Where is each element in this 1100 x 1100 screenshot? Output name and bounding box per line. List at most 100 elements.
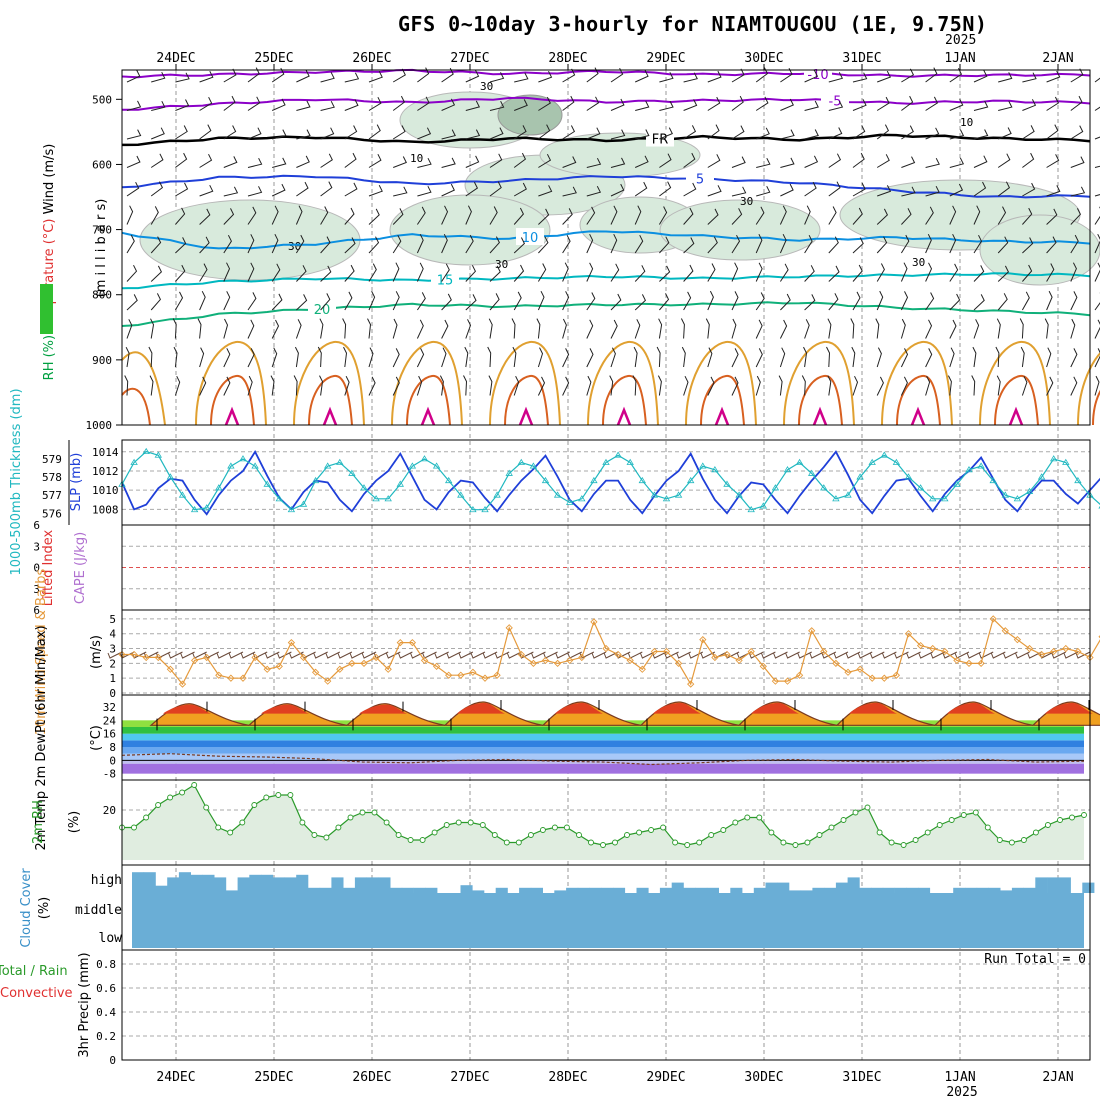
rh-point — [888, 839, 895, 846]
wind-barb — [659, 127, 673, 140]
thickness-point — [178, 491, 187, 498]
pressure-tick-label-5: 1000 — [86, 419, 113, 432]
wind-barb — [779, 319, 788, 339]
surface-contour-magenta-0 — [224, 406, 240, 426]
wind-barb — [780, 183, 794, 197]
wind-barb — [876, 154, 890, 168]
thickness-point — [202, 504, 211, 511]
wind-barb — [804, 319, 810, 339]
wind-barb — [223, 125, 237, 140]
rh-point — [263, 794, 270, 801]
wind-speed-point — [493, 671, 501, 679]
wind-speed-point — [602, 644, 610, 653]
wind-barb — [320, 72, 335, 83]
wind-barb — [416, 206, 426, 225]
cloud-ylabel: Cloud Cover — [19, 868, 34, 948]
contour-label-bg-5 — [431, 270, 459, 288]
temp-contour-3 — [121, 174, 1091, 199]
wind-barb — [368, 208, 380, 225]
wind-barb — [1094, 77, 1100, 83]
cloud-high-bar — [530, 887, 543, 893]
wind-barb — [683, 291, 692, 311]
cloud-high-bar — [1000, 890, 1013, 893]
wind-barb — [1070, 156, 1085, 168]
wind-barb — [489, 153, 503, 168]
wind-barb — [150, 181, 164, 197]
wind-barb — [441, 129, 456, 140]
rh-point — [371, 809, 378, 816]
temp-hump-2 — [345, 703, 446, 726]
rh-point — [588, 839, 594, 846]
cloud-high-bar — [953, 887, 966, 893]
wind-barb — [392, 68, 406, 83]
temp2m-ylabel: 2m Temp 2m DewPt (6hr Min/Max) — [34, 625, 49, 850]
wind-barb — [925, 262, 933, 282]
wind-speed-point — [1013, 636, 1022, 644]
cloud-high-bar — [366, 877, 379, 893]
cloud-high-bar — [519, 887, 532, 893]
wind-barb-10m — [397, 651, 413, 659]
wind-barb — [537, 347, 544, 368]
wind-barb — [320, 100, 335, 111]
slp-ylabel: SLP (mb) — [69, 453, 84, 512]
wind-barb — [925, 185, 940, 197]
wind-barb — [175, 207, 186, 225]
precip-convective-label: Convective — [0, 986, 73, 1001]
thickness-point — [759, 502, 768, 509]
rh-point — [912, 837, 919, 843]
wind-barb — [900, 376, 908, 396]
wind-speed-point — [711, 653, 719, 662]
thickness-tick-label-3: 579 — [42, 453, 62, 466]
wind-barb-10m — [845, 651, 861, 659]
wind-barb-10m — [313, 651, 328, 659]
wind-barb — [368, 153, 382, 168]
wind-barb — [489, 72, 505, 83]
contour-label-bg-2 — [646, 129, 674, 147]
wind-barb — [247, 319, 255, 339]
cloud-high-bar — [589, 887, 602, 893]
wind-barb — [1046, 347, 1052, 368]
wind-tick-label-2: 2 — [109, 657, 116, 670]
cloud-high-bar — [202, 874, 215, 893]
surface-contour-magenta-4 — [616, 406, 632, 426]
wind-barb — [949, 347, 955, 368]
thickness-point — [686, 476, 695, 484]
wind-barb — [683, 375, 689, 396]
wind-speed-point — [820, 647, 828, 656]
wind-speed-point — [941, 647, 949, 656]
wind-barb — [731, 68, 745, 83]
wind-barb-10m — [446, 651, 462, 659]
wind-barb — [851, 346, 856, 368]
wind-barb — [417, 157, 432, 168]
rh-point — [1044, 822, 1051, 828]
wind-barb — [344, 264, 355, 282]
wind-barb — [683, 237, 695, 254]
cloud-high-bar — [132, 872, 145, 893]
wind-barb — [755, 262, 763, 282]
wind-barb — [683, 99, 698, 111]
thickness-point — [989, 476, 997, 484]
wind-barb — [465, 181, 479, 197]
rh-point — [804, 839, 811, 846]
temp-hump-hot-4 — [555, 702, 603, 714]
cloud-high-bar — [812, 887, 825, 893]
cloud-high-bar — [472, 890, 485, 893]
wind-barb — [270, 375, 275, 396]
wind-speed-point — [1062, 644, 1070, 653]
wind-barb-10m — [906, 651, 921, 659]
wind-barb — [1021, 375, 1028, 396]
rh-point — [876, 829, 883, 836]
wind-barb — [1094, 319, 1100, 339]
cloud-high-bar — [308, 887, 321, 893]
rh-point — [1032, 829, 1039, 836]
wind-barb — [973, 181, 987, 197]
precip-tick-label-1: 0.2 — [96, 1030, 116, 1043]
date-label-top-8: 1JAN — [944, 51, 975, 66]
wind-barb — [320, 265, 332, 282]
rh-contour-label-1: 30 — [495, 258, 508, 271]
wind-barb — [392, 125, 406, 140]
rh-point — [275, 792, 282, 798]
wind-barb — [150, 265, 163, 282]
wind-barb-10m — [930, 651, 946, 659]
rh-contour-label-5: 10 — [960, 116, 973, 129]
